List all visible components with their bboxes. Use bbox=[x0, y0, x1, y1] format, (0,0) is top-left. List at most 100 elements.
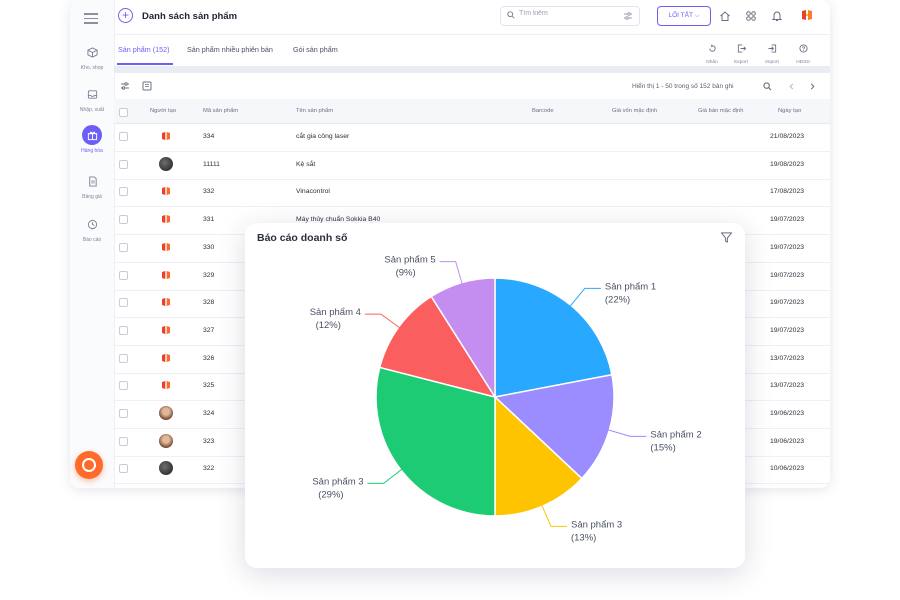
table-row[interactable]: 11111 Kệ sắt 19/08/2023 bbox=[114, 151, 830, 180]
row-checkbox[interactable] bbox=[119, 436, 128, 446]
apps-grid-icon[interactable] bbox=[745, 10, 757, 22]
bell-icon[interactable] bbox=[771, 10, 783, 22]
row-checkbox[interactable] bbox=[119, 132, 128, 141]
search-box[interactable] bbox=[500, 6, 640, 26]
row-checkbox[interactable] bbox=[119, 159, 128, 169]
row-checkbox[interactable] bbox=[119, 298, 128, 308]
column-header[interactable]: Giá vốn mặc định bbox=[612, 108, 658, 114]
row-checkbox[interactable] bbox=[119, 464, 128, 474]
import-button[interactable]: Import bbox=[761, 40, 783, 65]
column-header[interactable]: Ngày tạo bbox=[778, 108, 802, 114]
created-date: 10/06/2023 bbox=[770, 465, 805, 473]
support-chat-button[interactable] bbox=[75, 451, 103, 479]
sales-report-card: Báo cáo doanh số Sản phẩm 1 (22%) Sản phẩm… bbox=[245, 223, 745, 568]
pie-slice-percent: (29%) bbox=[318, 489, 343, 500]
tab-product-bundles[interactable]: Gói sản phẩm bbox=[293, 45, 338, 54]
creator-brand-logo-icon bbox=[159, 351, 173, 365]
product-code: 326 bbox=[203, 354, 215, 362]
tab-multi-version-products[interactable]: Sản phẩm nhiều phiên bản bbox=[187, 45, 273, 54]
product-name[interactable]: Vinacontrol bbox=[296, 188, 330, 196]
product-name[interactable]: cắt gia công laser bbox=[296, 133, 350, 140]
product-name[interactable]: Kệ sắt bbox=[296, 160, 316, 168]
pie-slice-label: Sản phẩm 3 bbox=[312, 476, 363, 487]
sidebar-item-import-export[interactable]: Nhập, xuất bbox=[70, 84, 114, 113]
row-checkbox[interactable] bbox=[119, 381, 128, 391]
help-button[interactable]: HDSD bbox=[792, 40, 814, 65]
tab-bar: Sản phẩm (152) Sản phẩm nhiều phiên bản … bbox=[114, 34, 830, 67]
sidebar-item-warehouse[interactable]: Kho, shop bbox=[70, 42, 114, 71]
add-product-button[interactable]: + bbox=[118, 8, 133, 23]
chevron-right-icon[interactable] bbox=[809, 83, 816, 90]
table-header: Người tạo Mã sản phẩm Tên sản phẩm Barco… bbox=[114, 99, 830, 124]
active-tab-indicator bbox=[117, 63, 173, 65]
filter-sliders-icon[interactable] bbox=[120, 81, 130, 91]
product-code: 322 bbox=[203, 465, 215, 473]
pie-leader-line bbox=[364, 313, 401, 329]
menu-icon[interactable] bbox=[84, 10, 98, 27]
table-row[interactable]: 334 cắt gia công laser 21/08/2023 bbox=[114, 123, 830, 152]
product-code: 329 bbox=[203, 271, 215, 279]
sidebar-item-label: Kho, shop bbox=[80, 65, 104, 71]
tab-products[interactable]: Sản phẩm (152) bbox=[118, 45, 170, 54]
gift-icon bbox=[82, 125, 102, 145]
column-header[interactable]: Người tạo bbox=[150, 108, 177, 114]
help-icon bbox=[798, 44, 808, 53]
search-input[interactable] bbox=[517, 9, 611, 18]
column-header[interactable]: Barcode bbox=[532, 108, 554, 114]
creator-brand-logo-icon bbox=[159, 268, 173, 282]
column-header[interactable]: Mã sản phẩm bbox=[203, 108, 239, 114]
creator-avatar bbox=[159, 406, 173, 420]
report-title: Báo cáo doanh số bbox=[257, 232, 348, 244]
pie-slice-label: Sản phẩm 2 bbox=[650, 429, 701, 440]
table-toolbar: Hiển thị 1 - 50 trong số 152 bản ghi bbox=[114, 73, 830, 99]
filter-icon[interactable] bbox=[720, 231, 733, 244]
document-icon bbox=[82, 171, 102, 191]
import-icon bbox=[767, 44, 776, 53]
sidebar-item-products[interactable]: Hàng hóa bbox=[70, 125, 114, 154]
creator-brand-logo-icon bbox=[159, 129, 173, 143]
home-icon[interactable] bbox=[719, 10, 731, 22]
column-header[interactable]: Giá bán mặc định bbox=[698, 108, 744, 114]
brand-logo-icon[interactable] bbox=[800, 8, 814, 22]
creator-brand-logo-icon bbox=[159, 378, 173, 392]
sidebar-item-reports[interactable]: Báo cáo bbox=[70, 214, 114, 243]
product-code: 324 bbox=[203, 410, 215, 417]
product-code: 332 bbox=[203, 188, 215, 196]
product-code: 327 bbox=[203, 326, 215, 334]
pie-slice-label: Sản phẩm 1 bbox=[605, 281, 656, 292]
created-date: 17/08/2023 bbox=[770, 188, 805, 196]
creator-brand-logo-icon bbox=[159, 295, 173, 309]
pie-slice-percent: (22%) bbox=[605, 294, 630, 305]
row-checkbox[interactable] bbox=[119, 325, 128, 335]
product-code: 331 bbox=[203, 216, 215, 224]
row-checkbox[interactable] bbox=[119, 187, 128, 197]
pie-slice-label: Sản phẩm 4 bbox=[310, 307, 361, 318]
product-code: 334 bbox=[203, 133, 215, 140]
table-search-icon[interactable] bbox=[763, 82, 772, 91]
row-checkbox[interactable] bbox=[119, 353, 128, 363]
pie-slice-label: Sản phẩm 3 bbox=[571, 519, 622, 530]
row-checkbox[interactable] bbox=[119, 270, 128, 280]
export-button[interactable]: Export bbox=[730, 40, 752, 65]
shortcut-dropdown[interactable]: LỐI TẮT ⌵ bbox=[657, 6, 711, 26]
pie-slice-percent: (12%) bbox=[316, 320, 341, 331]
created-date: 19/07/2023 bbox=[770, 243, 805, 251]
row-checkbox[interactable] bbox=[119, 242, 128, 252]
table-row[interactable]: 332 Vinacontrol 17/08/2023 bbox=[114, 178, 830, 208]
column-header[interactable]: Tên sản phẩm bbox=[296, 108, 334, 114]
row-checkbox[interactable] bbox=[119, 409, 128, 418]
pie-chart: Sản phẩm 1 (22%) Sản phẩm 2 (15%) Sản phẩm 3… bbox=[310, 255, 702, 544]
pie-slice-percent: (13%) bbox=[571, 532, 596, 543]
duplicate-button[interactable]: Nhân bbox=[701, 40, 723, 65]
creator-avatar bbox=[159, 156, 173, 171]
sliders-icon[interactable] bbox=[623, 11, 633, 21]
sidebar-item-price-list[interactable]: Bảng giá bbox=[70, 171, 114, 200]
product-name[interactable]: Máy thủy chuẩn Sokkia B40 bbox=[296, 216, 381, 224]
creator-brand-logo-icon bbox=[159, 184, 173, 198]
columns-icon[interactable] bbox=[142, 81, 152, 91]
created-date: 19/06/2023 bbox=[770, 410, 805, 417]
select-all-checkbox[interactable] bbox=[119, 108, 128, 117]
chevron-left-icon[interactable] bbox=[788, 83, 795, 90]
created-date: 19/08/2023 bbox=[770, 160, 805, 168]
row-checkbox[interactable] bbox=[119, 215, 128, 225]
